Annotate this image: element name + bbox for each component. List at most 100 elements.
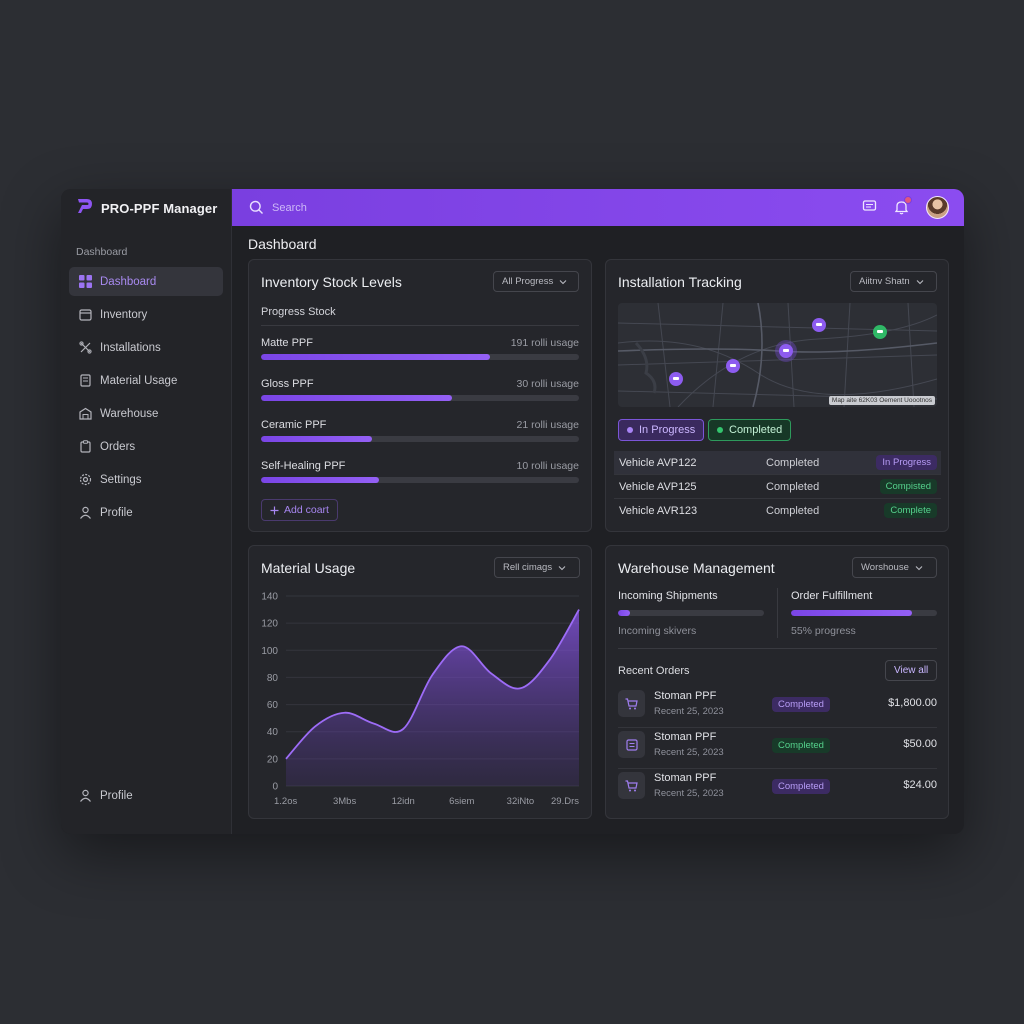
stock-bar [261, 395, 579, 401]
inventory-card: Inventory Stock Levels All Progress Prog… [248, 259, 592, 532]
x-tick-label: 3Mbs [333, 796, 356, 807]
sidebar-item-profile[interactable]: Profile [69, 498, 223, 527]
brand[interactable]: PRO-PPF Manager [75, 197, 218, 220]
list-item[interactable]: Stoman PPF Recent 25, 2023 Completed $50… [618, 728, 937, 769]
user-icon [80, 506, 91, 519]
material-usage-icon [80, 374, 91, 387]
material-filter-dropdown[interactable]: Rell cimags [494, 557, 580, 578]
material-usage-card: Material Usage Rell cimags 0 20 40 60 80 100 1… [248, 545, 592, 819]
sidebar-item-dashboard[interactable]: Dashboard [69, 267, 223, 296]
table-row[interactable]: Vehicle AVP122 Completed In Progress [614, 451, 941, 475]
y-tick-label: 80 [267, 673, 279, 684]
add-stock-label: Add coart [284, 504, 329, 516]
stock-name: Ceramic PPF [261, 419, 327, 431]
map-roads [618, 303, 937, 407]
warehouse-filter-dropdown[interactable]: Worshouse [852, 557, 937, 578]
sidebar-item-installations[interactable]: Installations [69, 333, 223, 362]
stock-name: Gloss PPF [261, 378, 314, 390]
incoming-shipments-bar [618, 610, 764, 616]
table-row[interactable]: Vehicle AVR123 Completed Complete [614, 499, 941, 523]
dashboard-icon [79, 275, 92, 288]
inventory-icon [79, 309, 92, 321]
order-name: Stoman PPF [654, 731, 717, 743]
y-tick-label: 60 [267, 700, 279, 711]
add-stock-button[interactable]: Add coart [261, 499, 338, 521]
sidebar-item-profile-bottom[interactable]: Profile [69, 781, 223, 810]
dropdown-value: Worshouse [861, 562, 909, 573]
user-icon [80, 789, 91, 802]
installation-card: Installation Tracking Aiitnv Shatn [605, 259, 949, 532]
stock-usage: 191 rolli usage [510, 337, 579, 349]
status-badge: Completed [772, 738, 830, 753]
y-tick-label: 140 [261, 592, 278, 603]
filter-chip-in-progress[interactable]: In Progress [618, 419, 705, 441]
chevron-down-icon [916, 279, 924, 284]
sidebar-item-orders[interactable]: Orders [69, 432, 223, 461]
view-all-button[interactable]: View all [885, 660, 938, 681]
sidebar-nav: Dashboard Inventory Installations Materi… [69, 267, 223, 531]
order-name: Stoman PPF [654, 772, 717, 784]
chart-area [286, 609, 579, 786]
installation-filter-dropdown[interactable]: Aiitnv Shatn [850, 271, 937, 292]
sidebar-item-settings[interactable]: Settings [69, 465, 223, 494]
sidebar-item-label: Warehouse [100, 407, 159, 420]
chevron-down-icon [559, 279, 567, 284]
status-dot [717, 427, 723, 433]
stock-name: Matte PPF [261, 337, 313, 349]
orders-icon [80, 440, 91, 453]
status-badge: Completed [772, 779, 830, 794]
chart-series-line [285, 609, 580, 760]
dropdown-value: Aiitnv Shatn [859, 276, 910, 287]
order-fulfillment-title: Order Fulfillment [791, 590, 873, 602]
map-attribution: Map aite 62K03 Oement Uoootnos [828, 396, 935, 405]
order-date: Recent 25, 2023 [654, 788, 724, 799]
app-name: PRO-PPF Manager [101, 200, 218, 216]
order-name: Stoman PPF [654, 690, 717, 702]
x-tick-label: 32iNto [507, 796, 534, 807]
list-item[interactable]: Stoman PPF Recent 25, 2023 Completed $1,… [618, 687, 937, 728]
filter-chip-completed[interactable]: Completed [708, 419, 792, 441]
warehouse-title: Warehouse Management [618, 560, 775, 576]
dropdown-value: All Progress [502, 276, 554, 287]
sidebar-item-label: Settings [100, 473, 142, 486]
sidebar-item-warehouse[interactable]: Warehouse [69, 399, 223, 428]
chevron-down-icon [915, 565, 923, 570]
vehicle-id: Vehicle AVP122 [619, 457, 697, 469]
notification-badge [904, 196, 912, 204]
y-tick-label: 20 [267, 754, 279, 765]
gear-icon [79, 473, 92, 486]
sidebar-item-material-usage[interactable]: Material Usage [69, 366, 223, 395]
bell-icon[interactable] [894, 199, 909, 220]
installation-map[interactable]: Map aite 62K03 Oement Uoootnos [618, 303, 937, 407]
messages-icon[interactable] [862, 199, 877, 219]
y-tick-label: 100 [261, 646, 278, 657]
sidebar-section-label: Dashboard [76, 246, 128, 258]
stock-row: Gloss PPF 30 rolli usage [261, 378, 579, 408]
installation-title: Installation Tracking [618, 274, 742, 290]
warehouse-card: Warehouse Management Worshouse Incoming … [605, 545, 949, 819]
inventory-title: Inventory Stock Levels [261, 274, 402, 290]
sidebar-item-label: Profile [100, 789, 133, 802]
table-row[interactable]: Vehicle AVP125 Completed Compisted [614, 475, 941, 499]
inventory-subtitle: Progress Stock [261, 306, 336, 318]
document-icon [618, 731, 645, 758]
search-input[interactable] [272, 199, 572, 217]
inventory-filter-dropdown[interactable]: All Progress [493, 271, 579, 292]
y-tick-label: 120 [261, 619, 278, 630]
warehouse-icon [79, 407, 92, 420]
order-date: Recent 25, 2023 [654, 747, 724, 758]
order-date: Recent 25, 2023 [654, 706, 724, 717]
avatar[interactable] [926, 196, 949, 219]
sidebar-item-inventory[interactable]: Inventory [69, 300, 223, 329]
search-icon[interactable] [249, 200, 264, 220]
status-badge: Compisted [879, 479, 937, 494]
logo-icon [75, 197, 95, 220]
stock-bar [261, 436, 579, 442]
y-tick-label: 40 [267, 727, 279, 738]
y-tick-label: 0 [272, 782, 278, 793]
chevron-down-icon [558, 565, 566, 570]
x-tick-label: 6siem [449, 796, 474, 807]
sidebar-item-label: Dashboard [100, 275, 157, 288]
list-item[interactable]: Stoman PPF Recent 25, 2023 Completed $24… [618, 769, 937, 810]
stock-row: Matte PPF 191 rolli usage [261, 337, 579, 367]
